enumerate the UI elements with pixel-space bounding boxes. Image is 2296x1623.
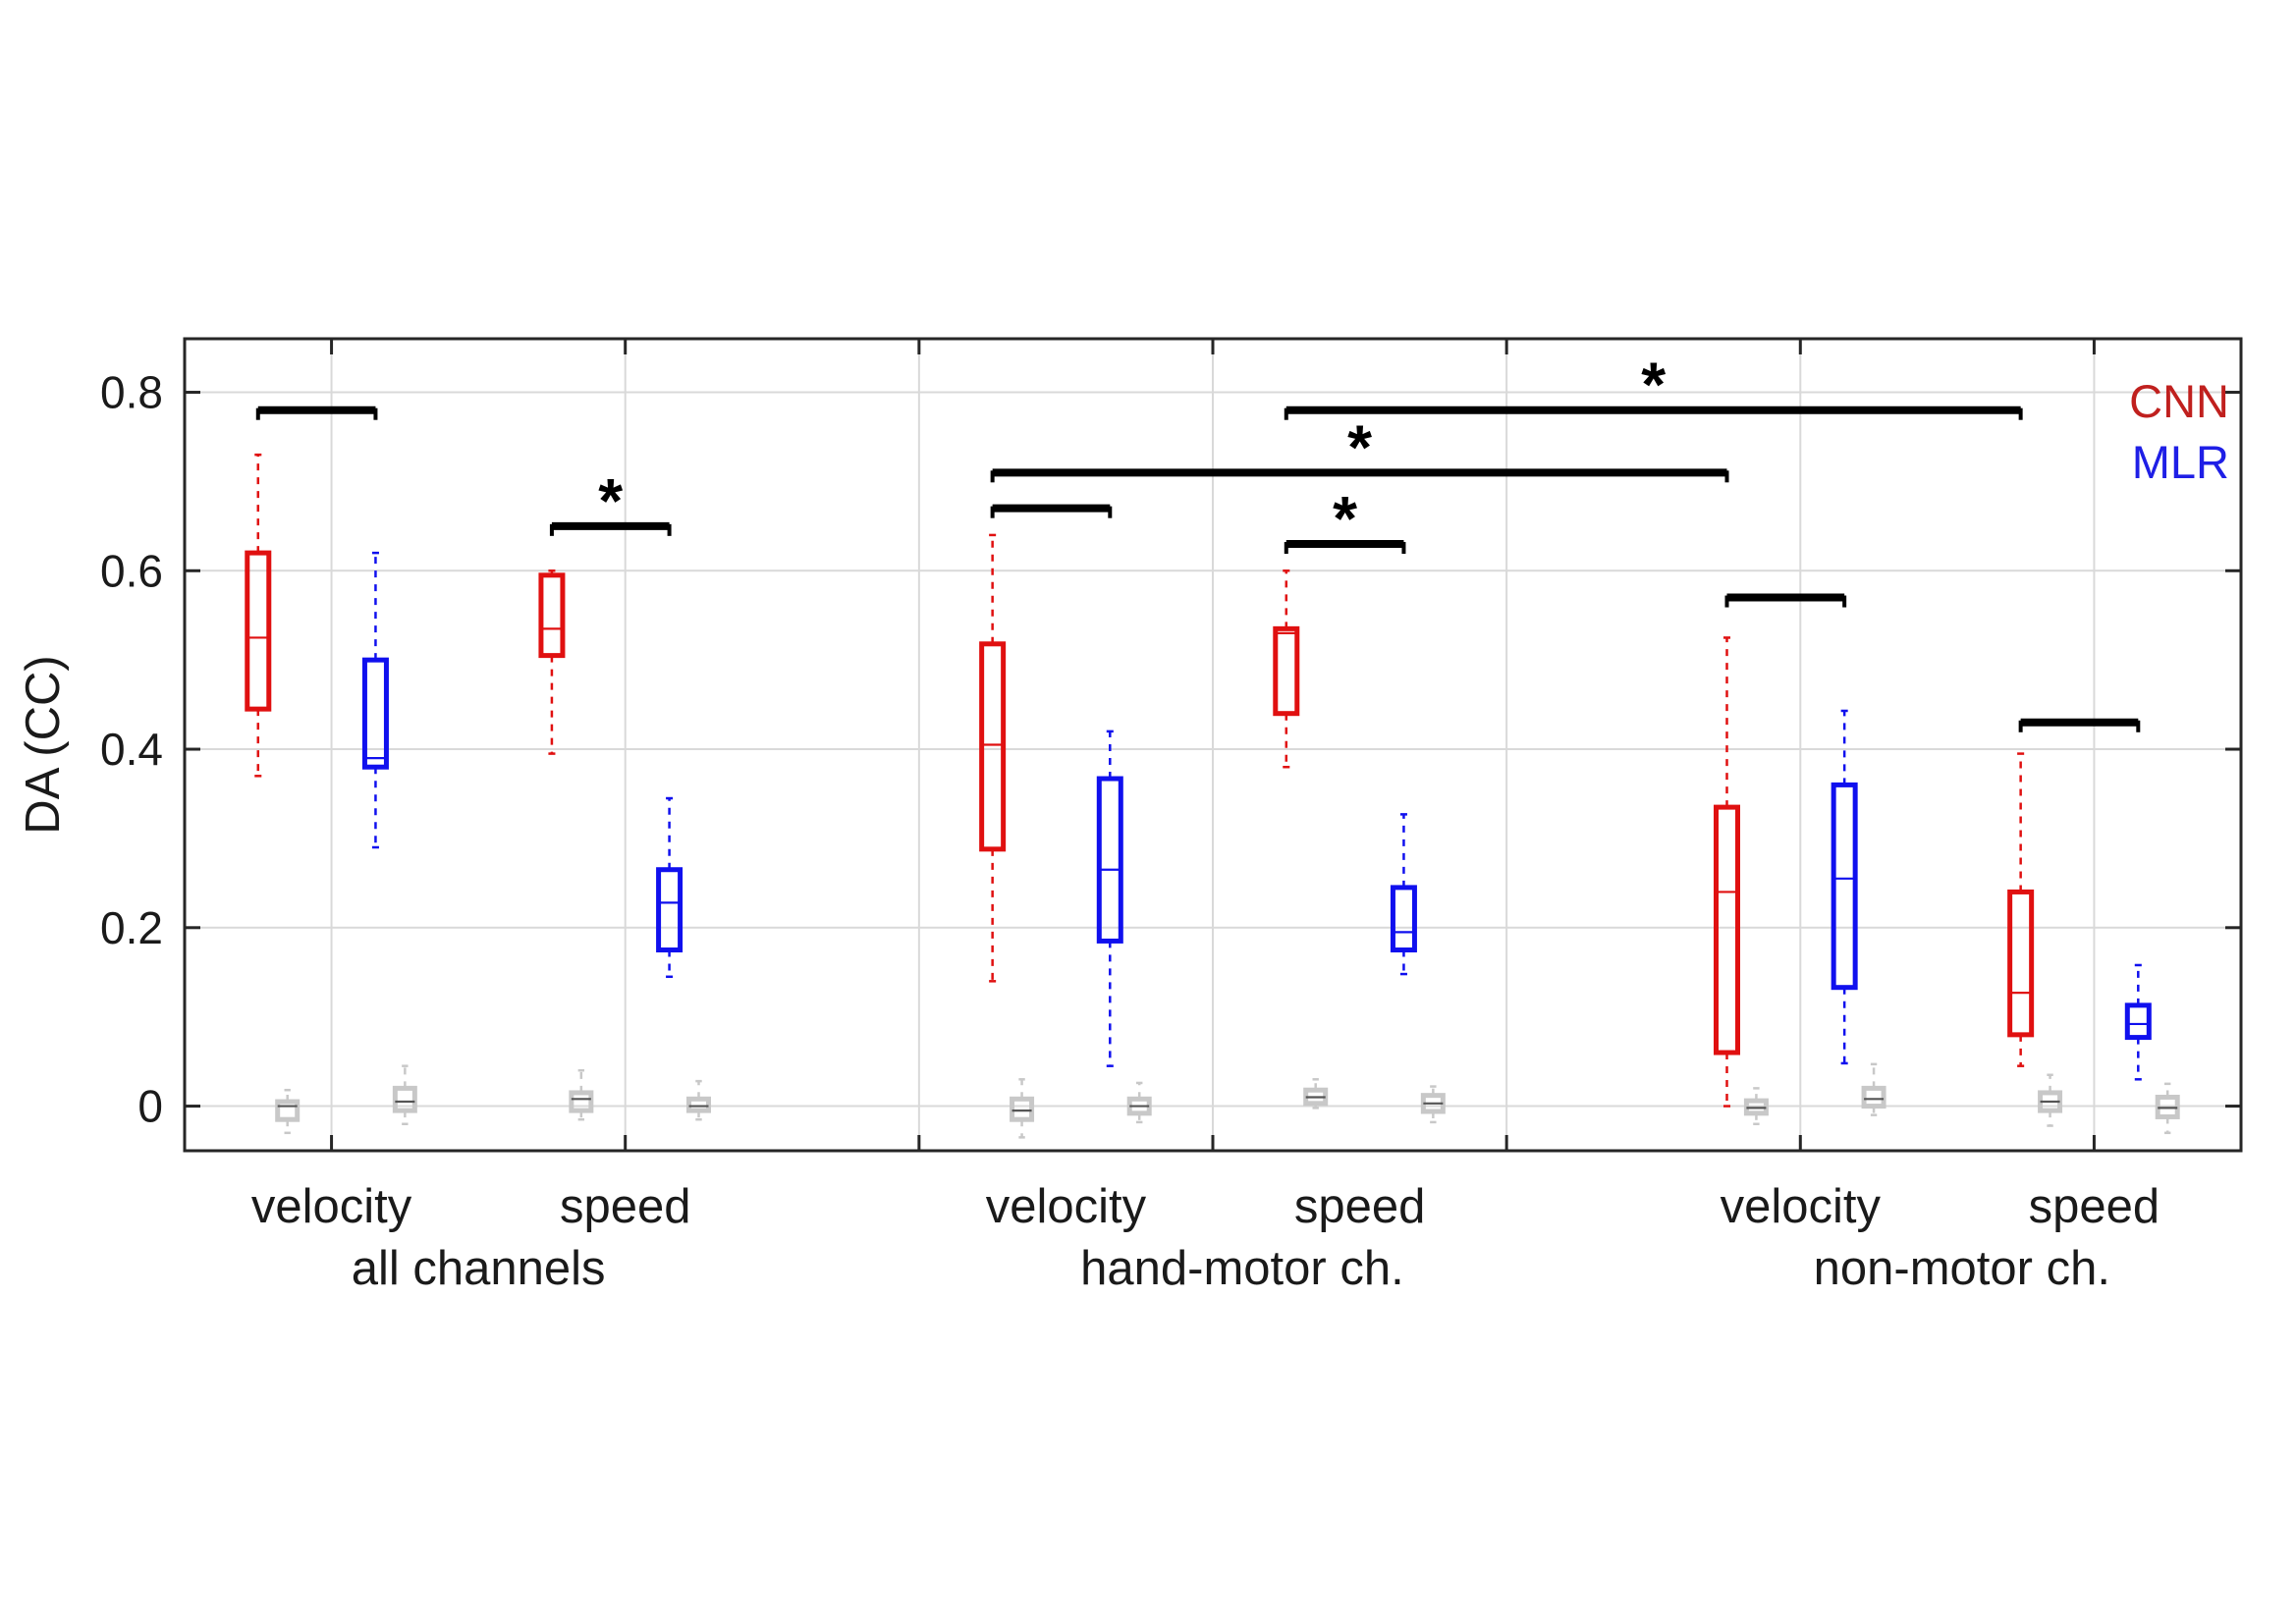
box-chance: [2155, 1082, 2180, 1135]
y-axis-label: DA (CC): [17, 655, 70, 834]
chance-boxes: [275, 1062, 2180, 1139]
x-category-label: velocity: [986, 1180, 1147, 1233]
legend-entry: MLR: [2132, 436, 2229, 488]
significance-bracket: [255, 406, 378, 420]
box-MLR: [656, 796, 683, 979]
significance-star: *: [1333, 483, 1357, 554]
grid-lines: [185, 339, 2241, 1151]
box-iqr: [1861, 1085, 1886, 1109]
box-MLR: [2124, 963, 2152, 1081]
box-chance: [569, 1068, 594, 1121]
legend-entry: CNN: [2129, 375, 2229, 427]
x-axis-labels: velocity speed velocity speed velocity speed a…: [251, 1180, 2159, 1295]
box-chance: [1303, 1078, 1329, 1109]
significance-bracket: [990, 504, 1113, 518]
box-chance: [1420, 1085, 1446, 1124]
y-tick-label: 0.8: [100, 367, 163, 418]
box-iqr: [1010, 1096, 1035, 1122]
significance-bracket: *: [1284, 483, 1406, 555]
significance-star: *: [598, 465, 623, 536]
box-MLR: [361, 551, 389, 849]
box-iqr: [1390, 885, 1417, 953]
significance-star: *: [1641, 350, 1666, 420]
significance-bracket: *: [549, 465, 672, 536]
box-CNN: [2007, 752, 2035, 1067]
box-iqr: [392, 1085, 417, 1113]
x-group-label: hand-motor ch.: [1080, 1242, 1404, 1295]
box-CNN: [1273, 569, 1300, 769]
box-iqr: [361, 657, 389, 770]
box-chance: [686, 1079, 711, 1121]
box-iqr: [2007, 889, 2035, 1038]
significance-bracket: [1724, 593, 1847, 608]
box-chance: [392, 1064, 417, 1125]
box-iqr: [2124, 1002, 2152, 1041]
x-category-label: speed: [2029, 1180, 2160, 1233]
legend: CNN MLR: [2129, 375, 2229, 488]
box-iqr: [538, 572, 566, 659]
box-chance: [1126, 1081, 1152, 1124]
box-iqr: [979, 641, 1007, 852]
box-CNN: [1714, 636, 1740, 1108]
model-boxes: [245, 453, 2152, 1108]
x-group-label: non-motor ch.: [1814, 1242, 2110, 1295]
box-chance: [275, 1088, 301, 1135]
box-iqr: [656, 867, 683, 953]
box-iqr: [686, 1096, 711, 1113]
x-category-label: velocity: [1721, 1180, 1882, 1233]
y-axis-ticks: 0 0.2 0.4 0.6 0.8: [100, 339, 2241, 1151]
y-tick-label: 0: [137, 1081, 163, 1132]
box-MLR: [1831, 709, 1858, 1065]
box-chance: [1861, 1062, 1886, 1116]
box-iqr: [1096, 776, 1123, 944]
box-MLR: [1390, 813, 1417, 976]
x-category-label: speed: [1294, 1180, 1426, 1233]
significance-star: *: [1347, 411, 1372, 482]
box-MLR: [1096, 730, 1123, 1067]
box-chance: [2038, 1073, 2063, 1127]
significance-bracket: [2018, 718, 2141, 732]
box-chance: [1743, 1087, 1769, 1125]
box-iqr: [1831, 782, 1858, 991]
box-iqr: [245, 550, 272, 712]
x-category-label: velocity: [251, 1180, 412, 1233]
box-chance: [1010, 1078, 1035, 1139]
significance-brackets: * ***: [255, 350, 2141, 732]
box-iqr: [569, 1090, 594, 1113]
box-iqr: [1714, 804, 1740, 1055]
x-group-label: all channels: [352, 1242, 606, 1295]
y-tick-label: 0.6: [100, 545, 163, 596]
significance-bracket: *: [990, 411, 1729, 483]
box-iqr: [1273, 625, 1300, 717]
y-tick-label: 0.4: [100, 724, 163, 775]
significance-bracket: *: [1284, 350, 2023, 420]
y-tick-label: 0.2: [100, 902, 163, 953]
box-iqr: [275, 1099, 301, 1122]
box-CNN: [245, 453, 272, 778]
box-CNN: [538, 569, 566, 755]
x-category-label: speed: [560, 1180, 691, 1233]
box-CNN: [979, 533, 1007, 983]
